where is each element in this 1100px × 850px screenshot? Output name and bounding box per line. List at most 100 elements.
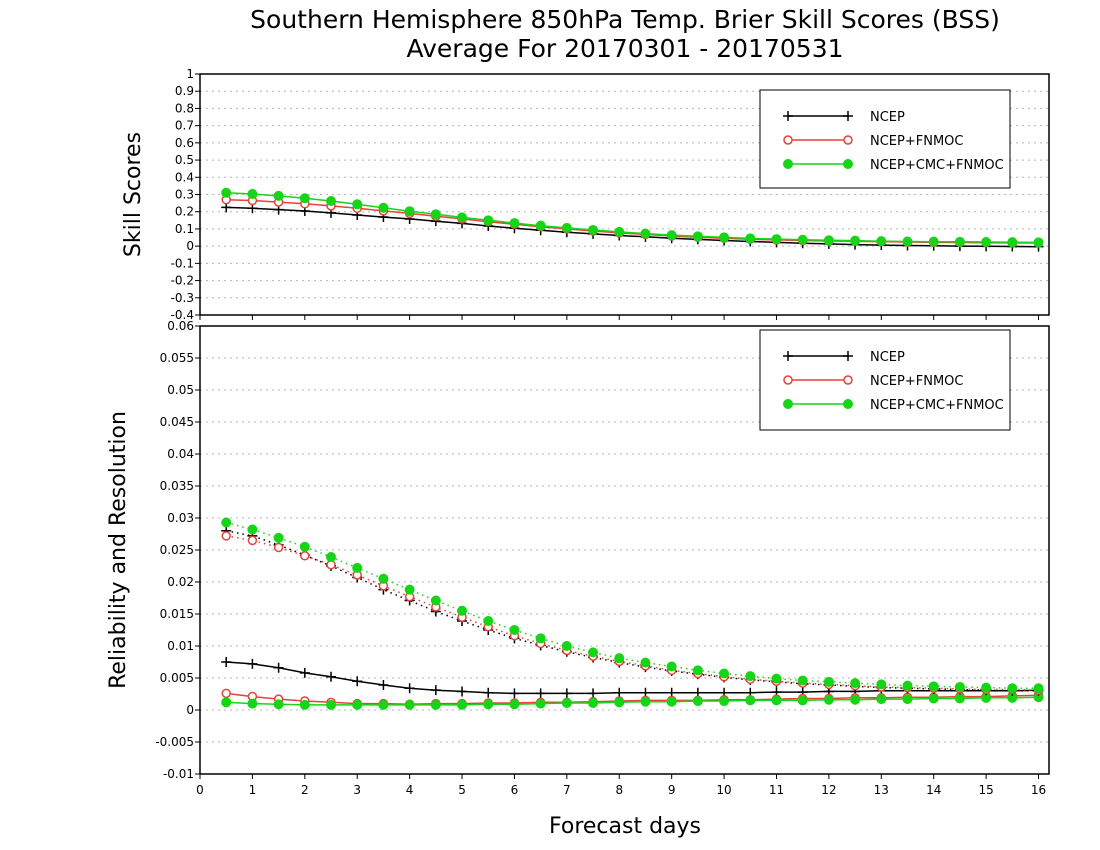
y-axis-title: Skill Scores xyxy=(121,132,146,257)
series-ncep-fnmoc-resolution-point xyxy=(247,535,258,546)
series-ncep-reliability-point xyxy=(247,658,258,669)
series-ncep-reliability-point xyxy=(561,688,572,699)
series-ncep-cmc-fnmoc-reliability-point xyxy=(561,697,572,708)
series-ncep-cmc-fnmoc-resolution-point xyxy=(247,524,258,535)
legend-label-ncep-fnmoc: NCEP+FNMOC xyxy=(870,374,963,389)
y-tick-label: 0.06 xyxy=(167,319,194,333)
series-ncep-cmc-fnmoc-resolution-point xyxy=(378,573,389,584)
legend-label-ncep-cmc-fnmoc: NCEP+CMC+FNMOC xyxy=(870,158,1004,173)
x-tick-label: 4 xyxy=(406,783,414,797)
series-ncep-cmc-fnmoc-point xyxy=(404,206,415,217)
series-ncep-reliability-point xyxy=(299,667,310,678)
series-ncep-cmc-fnmoc-point xyxy=(902,236,913,247)
series-ncep-cmc-fnmoc-reliability-point xyxy=(457,699,468,710)
series-ncep-reliability-point xyxy=(614,687,625,698)
series-ncep-cmc-fnmoc-point xyxy=(588,224,599,235)
series-ncep-fnmoc-reliability-point xyxy=(221,688,231,699)
series-ncep-cmc-fnmoc-reliability-point xyxy=(247,698,258,709)
y-tick-label: -0.005 xyxy=(155,735,194,749)
y-tick-label: -0.3 xyxy=(171,291,194,305)
y-tick-label: -0.4 xyxy=(171,308,194,322)
x-tick-label: 16 xyxy=(1031,783,1046,797)
series-ncep-cmc-fnmoc-resolution-point xyxy=(823,676,834,687)
series-ncep-reliability-point xyxy=(326,671,337,682)
legend-box xyxy=(759,89,1011,189)
series-ncep-cmc-fnmoc-point xyxy=(850,235,861,246)
y-tick-label: 0.015 xyxy=(160,607,194,621)
series-ncep-cmc-fnmoc-reliability-point xyxy=(823,694,834,705)
legend-marker-ncep-fnmoc xyxy=(843,375,853,385)
y-axis-title: Reliability and Resolution xyxy=(106,411,131,689)
series-ncep-cmc-fnmoc-resolution-point xyxy=(430,595,441,606)
legend-label-ncep: NCEP xyxy=(870,350,905,365)
series-ncep-cmc-fnmoc-resolution-point xyxy=(797,675,808,686)
series-ncep-cmc-fnmoc-reliability-point xyxy=(719,696,730,707)
x-tick-label: 12 xyxy=(821,783,836,797)
y-tick-label: 0.1 xyxy=(175,222,194,236)
series-ncep-cmc-fnmoc-reliability-point xyxy=(902,694,913,705)
y-tick-label: 0.9 xyxy=(175,84,194,98)
y-tick-label: 0.05 xyxy=(167,383,194,397)
y-tick-label: 0 xyxy=(186,703,194,717)
series-ncep-cmc-fnmoc-reliability-point xyxy=(273,699,284,710)
series-ncep-cmc-fnmoc-resolution-point xyxy=(326,552,337,563)
series-ncep-cmc-fnmoc-reliability-point xyxy=(954,693,965,704)
series-ncep-cmc-fnmoc-reliability-point xyxy=(666,696,677,707)
series-ncep-cmc-fnmoc-resolution-point xyxy=(299,541,310,552)
series-ncep-cmc-fnmoc-resolution-point xyxy=(640,657,651,668)
series-ncep-cmc-fnmoc-reliability-point xyxy=(430,699,441,710)
series-ncep-cmc-fnmoc-reliability-point xyxy=(588,697,599,708)
x-tick-label: 5 xyxy=(458,783,466,797)
series-ncep-cmc-fnmoc-reliability-point xyxy=(850,694,861,705)
x-tick-label: 1 xyxy=(249,783,257,797)
y-tick-label: 0.04 xyxy=(167,447,194,461)
series-ncep-cmc-fnmoc-point xyxy=(299,193,310,204)
series-ncep-cmc-fnmoc-resolution-point xyxy=(745,671,756,682)
series-ncep-cmc-fnmoc-resolution-point xyxy=(719,668,730,679)
series-ncep-fnmoc-resolution-line xyxy=(226,535,1039,691)
x-tick-label: 11 xyxy=(769,783,784,797)
y-tick-label: 0.045 xyxy=(160,415,194,429)
series-ncep-reliability-point xyxy=(509,688,520,699)
series-ncep-cmc-fnmoc-resolution-point xyxy=(404,584,415,595)
y-tick-label: 0.055 xyxy=(160,351,194,365)
series-ncep-reliability-point xyxy=(404,683,415,694)
series-ncep-cmc-fnmoc-reliability-point xyxy=(640,696,651,707)
series-ncep-cmc-fnmoc-point xyxy=(352,199,363,210)
series-ncep-cmc-fnmoc-reliability-point xyxy=(876,694,887,705)
x-tick-label: 7 xyxy=(563,783,571,797)
series-ncep-cmc-fnmoc-resolution-point xyxy=(221,517,232,528)
series-ncep-cmc-fnmoc-point xyxy=(692,231,703,242)
series-ncep-cmc-fnmoc-resolution-point xyxy=(588,647,599,658)
legend-marker-ncep-cmc-fnmoc xyxy=(843,399,853,409)
series-ncep-cmc-fnmoc-point xyxy=(614,226,625,237)
series-ncep-cmc-fnmoc-reliability-point xyxy=(797,695,808,706)
series-ncep-cmc-fnmoc-reliability-point xyxy=(378,699,389,710)
series-ncep-cmc-fnmoc-point xyxy=(561,222,572,233)
x-tick-label: 6 xyxy=(511,783,519,797)
x-tick-label: 8 xyxy=(615,783,623,797)
series-ncep-cmc-fnmoc-point xyxy=(745,233,756,244)
series-ncep-cmc-fnmoc-point xyxy=(666,230,677,241)
series-ncep-cmc-fnmoc-reliability-point xyxy=(928,693,939,704)
x-tick-label: 15 xyxy=(978,783,993,797)
series-ncep-cmc-fnmoc-reliability-point xyxy=(509,699,520,710)
series-ncep-cmc-fnmoc-reliability-point xyxy=(404,699,415,710)
series-ncep-cmc-fnmoc-resolution-point xyxy=(692,665,703,676)
series-ncep-reliability-point xyxy=(535,688,546,699)
y-tick-label: 0.01 xyxy=(167,639,194,653)
series-ncep-cmc-fnmoc-resolution-point xyxy=(535,633,546,644)
y-tick-label: 1 xyxy=(186,67,194,81)
series-ncep-cmc-fnmoc-point xyxy=(954,236,965,247)
x-tick-label: 2 xyxy=(301,783,309,797)
series-ncep-cmc-fnmoc-resolution-point xyxy=(457,605,468,616)
series-ncep-cmc-fnmoc-point xyxy=(378,202,389,213)
series-ncep-reliability-point xyxy=(457,686,468,697)
legend-marker-ncep-cmc-fnmoc xyxy=(843,159,853,169)
y-tick-label: 0.03 xyxy=(167,511,194,525)
y-tick-label: 0.5 xyxy=(175,153,194,167)
series-ncep-cmc-fnmoc-reliability-point xyxy=(299,699,310,710)
x-tick-label: 13 xyxy=(874,783,889,797)
legend-label-ncep-cmc-fnmoc: NCEP+CMC+FNMOC xyxy=(870,398,1004,413)
